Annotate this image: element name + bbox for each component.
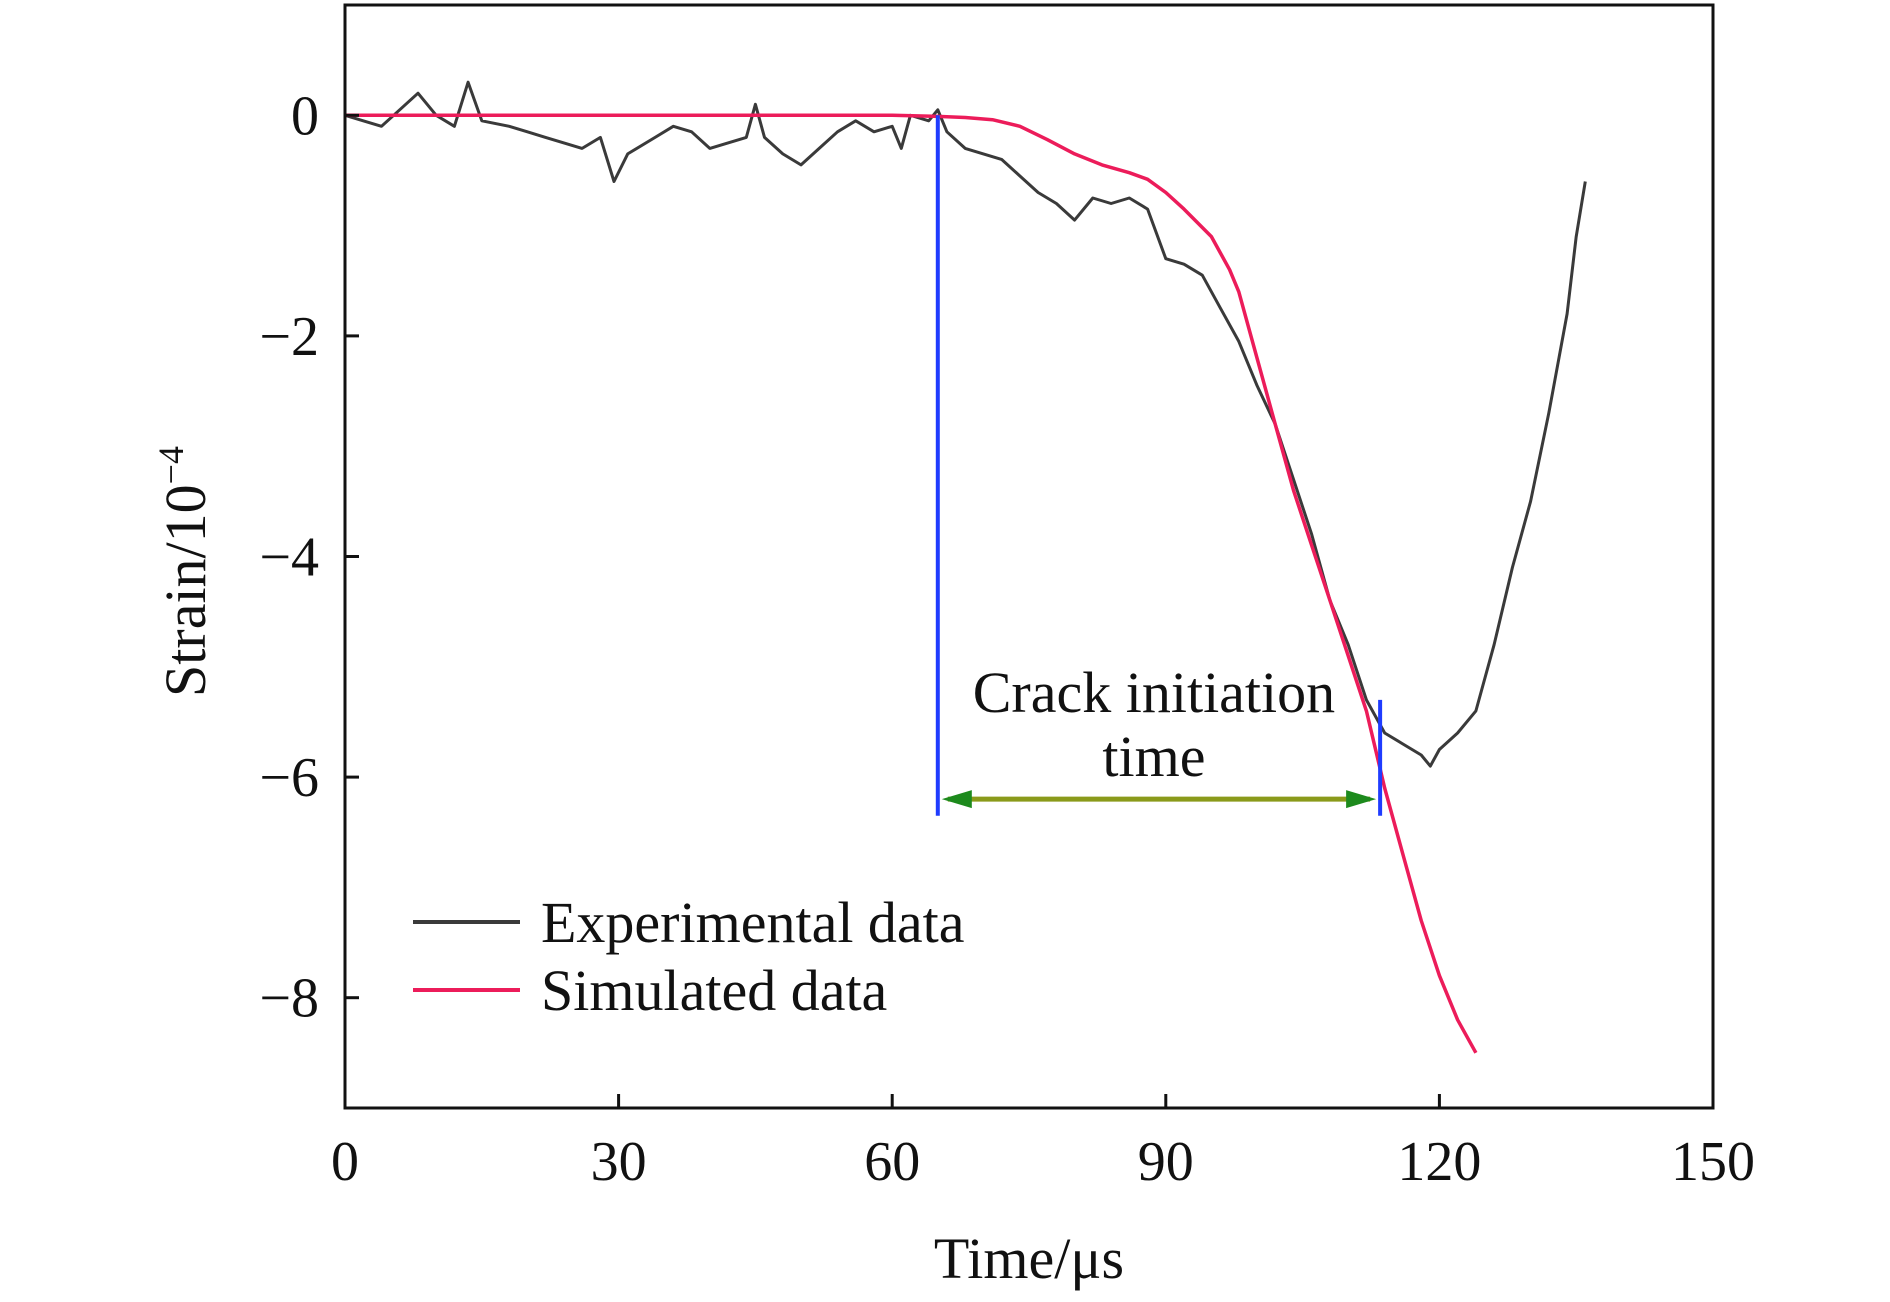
annotation-label: Crack initiation: [973, 660, 1335, 725]
y-axis-title-exponent: −4: [151, 446, 191, 484]
series-layer: [344, 80, 1587, 1054]
simulated-data-line: [345, 113, 1478, 1054]
x-tick-label: 90: [1138, 1131, 1194, 1193]
x-tick-label: 150: [1671, 1131, 1755, 1193]
arrowhead-right-icon: [1346, 790, 1377, 809]
x-tick-label: 60: [864, 1131, 920, 1193]
y-tick-label: 0: [291, 85, 319, 147]
y-tick-label: −2: [259, 306, 319, 368]
x-tick-label: 30: [591, 1131, 647, 1193]
y-tick-label: −8: [259, 968, 319, 1030]
y-tick-label: −6: [259, 747, 319, 809]
y-tick-label: −4: [259, 527, 319, 589]
legend-label: Experimental data: [541, 890, 965, 955]
ticks-layer: 0 30 60 90 120 150 0 −2 −4 −6 −8: [259, 85, 1755, 1193]
x-axis-title: Time/μs: [934, 1226, 1124, 1291]
annotation-label: time: [1102, 724, 1205, 789]
experimental-data-line: [344, 80, 1587, 768]
legend-label: Simulated data: [541, 958, 887, 1023]
arrowhead-left-icon: [941, 790, 972, 809]
labels-layer: Time/μs Strain/10−4: [151, 446, 1124, 1291]
x-tick-label: 120: [1397, 1131, 1481, 1193]
x-tick-label: 0: [331, 1131, 359, 1193]
y-axis-title-base: Strain/10: [153, 484, 218, 697]
y-axis-title: Strain/10−4: [151, 446, 218, 697]
